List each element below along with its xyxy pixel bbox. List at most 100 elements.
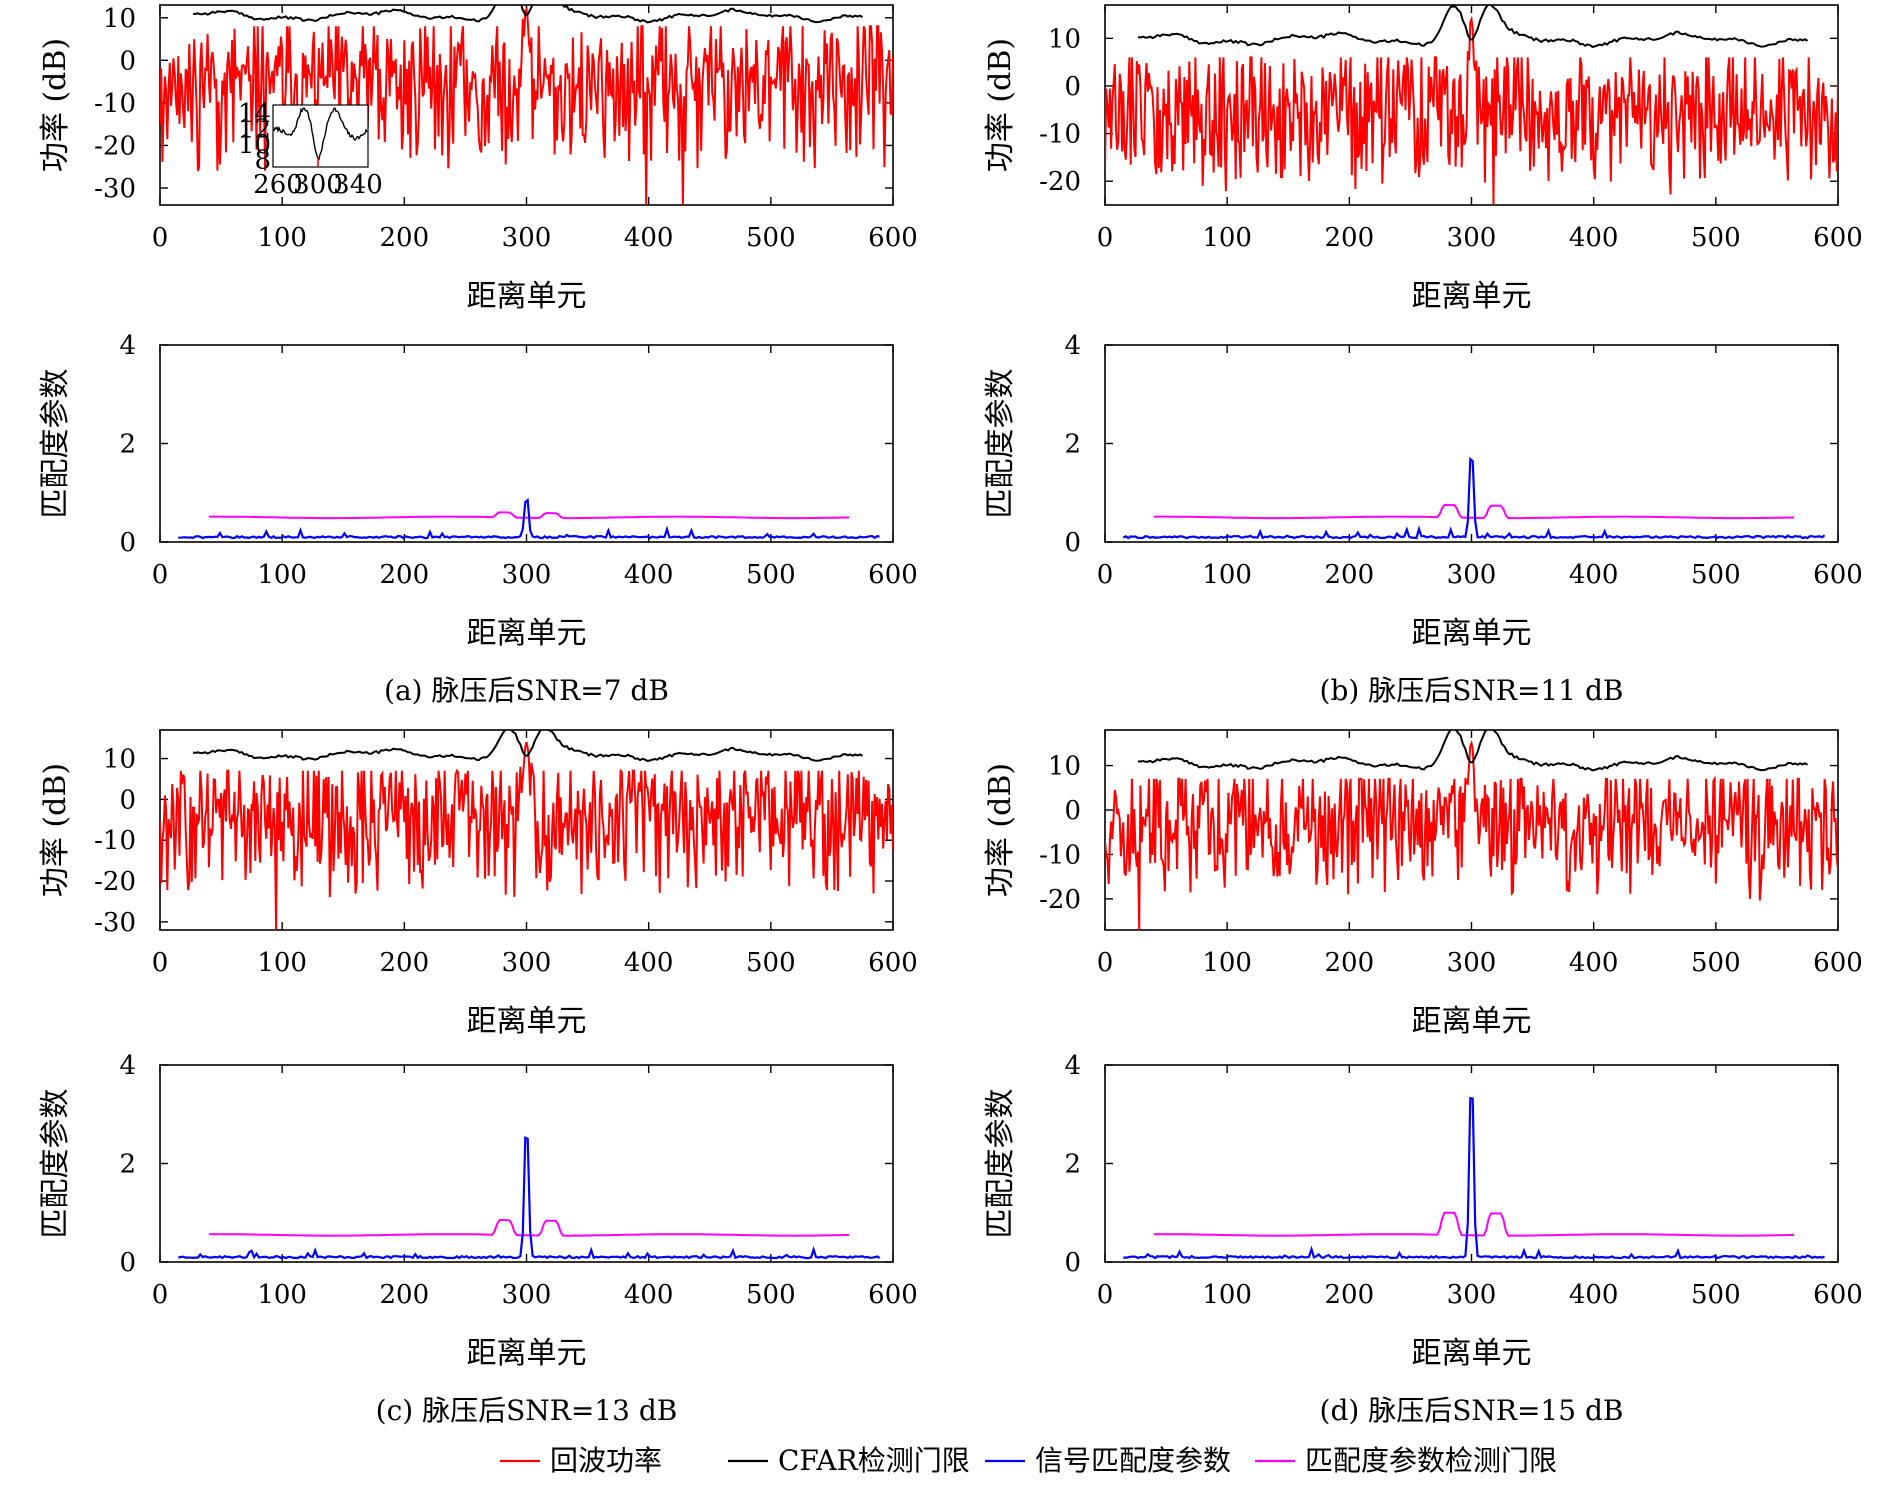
y-tick-label: 4 (119, 1051, 136, 1081)
subfigure-caption: (c) 脉压后SNR=13 dB (376, 1394, 678, 1427)
x-axis-label: 距离单元 (467, 616, 587, 651)
y-tick-label: -30 (94, 908, 136, 938)
x-tick-label: 100 (257, 1280, 307, 1310)
power-subplot-a: 0 100 200 300 400 500 600 -30 -20 -10 0 10 距离单元 功率 (d… (38, 4, 918, 314)
x-axis-label: 距离单元 (1412, 279, 1532, 314)
x-tick-label: 100 (1202, 1280, 1252, 1310)
x-tick-label: 300 (502, 1280, 552, 1310)
x-tick-label: 400 (624, 948, 674, 978)
plot-frame (1104, 1064, 1839, 1263)
x-tick-label: 600 (1813, 948, 1863, 978)
echo-power-line (160, 741, 893, 930)
x-tick-label: 400 (1569, 560, 1619, 590)
x-axis-label: 距离单元 (467, 1004, 587, 1039)
x-tick-label: 600 (868, 223, 918, 253)
x-tick-label: 0 (152, 223, 169, 253)
x-tick-label: 100 (1202, 948, 1252, 978)
x-axis-label: 距离单元 (1412, 616, 1532, 651)
y-tick-label: 0 (119, 46, 136, 76)
y-axis-label: 匹配度参数 (38, 1089, 73, 1239)
x-tick-label: 500 (746, 560, 796, 590)
y-tick-label: 10 (103, 745, 136, 775)
y-tick-label: 0 (1064, 528, 1081, 558)
power-subplot-d: 0 100 200 300 400 500 600 -20 -10 0 10 距离单元 功率 (dB) (983, 729, 1863, 1039)
x-tick-label: 500 (1691, 560, 1741, 590)
inset-frame (272, 104, 369, 168)
y-tick-label: -20 (1039, 167, 1081, 197)
x-tick-label: 0 (152, 1280, 169, 1310)
y-tick-label: 0 (119, 1248, 136, 1278)
y-tick-label: -20 (94, 131, 136, 161)
match-subplot-c: 0 100 200 300 400 500 600 0 2 4 距离单元 匹配度参数 (38, 1051, 918, 1371)
x-tick-label: 200 (1325, 223, 1375, 253)
y-axis-label: 功率 (dB) (983, 38, 1018, 172)
x-tick-label: 0 (1097, 948, 1114, 978)
echo-power-line (160, 7, 893, 205)
x-tick-label: 500 (1691, 948, 1741, 978)
x-tick-label: 600 (1813, 223, 1863, 253)
x-tick-label: 500 (746, 1280, 796, 1310)
x-axis-label: 距离单元 (1412, 1004, 1532, 1039)
y-axis-label: 匹配度参数 (38, 369, 73, 519)
cfar-threshold-line (1137, 730, 1809, 772)
legend: 回波功率 CFAR检测门限 信号匹配度参数 匹配度参数检测门限 (500, 1444, 1557, 1477)
x-tick-label: 0 (1097, 223, 1114, 253)
y-tick-label: -10 (94, 89, 136, 119)
x-tick-label: 300 (502, 560, 552, 590)
echo-power-line (1105, 740, 1838, 930)
signal-match-line (178, 497, 880, 540)
x-tick-label: 300 (1447, 1280, 1497, 1310)
y-tick-label: 4 (1064, 1051, 1081, 1081)
signal-match-line (1122, 456, 1826, 540)
x-tick-label: 0 (152, 948, 169, 978)
y-tick-label: 10 (1048, 24, 1081, 54)
y-axis-label: 功率 (dB) (983, 763, 1018, 897)
x-tick-label: 400 (1569, 948, 1619, 978)
x-tick-label: 400 (624, 560, 674, 590)
x-axis-label: 距离单元 (467, 279, 587, 314)
y-tick-label: 4 (1064, 331, 1081, 361)
plot-frame (1104, 344, 1839, 543)
inset-y-tick-label: 12 (238, 114, 271, 144)
plot-frame (159, 344, 894, 543)
match-threshold-line (1153, 1211, 1795, 1237)
x-tick-label: 400 (624, 1280, 674, 1310)
x-tick-label: 600 (868, 1280, 918, 1310)
y-tick-label: 2 (1064, 1150, 1081, 1180)
inset-x-tick-label: 260 (253, 170, 303, 200)
legend-label: 信号匹配度参数 (1035, 1444, 1231, 1477)
x-tick-label: 500 (1691, 1280, 1741, 1310)
y-tick-label: 4 (119, 331, 136, 361)
x-tick-label: 200 (380, 948, 430, 978)
x-tick-label: 400 (1569, 1280, 1619, 1310)
x-tick-label: 100 (257, 223, 307, 253)
y-tick-label: -10 (1039, 840, 1081, 870)
x-tick-label: 200 (380, 223, 430, 253)
x-tick-label: 200 (1325, 1280, 1375, 1310)
legend-label: 回波功率 (550, 1444, 662, 1477)
y-axis-label: 功率 (dB) (38, 763, 73, 897)
x-tick-label: 200 (1325, 948, 1375, 978)
x-tick-label: 500 (1691, 223, 1741, 253)
inset-y-tick-label: 10 (238, 130, 271, 160)
match-threshold-line (208, 1218, 850, 1237)
signal-match-line (178, 1136, 881, 1260)
y-tick-label: -10 (94, 826, 136, 856)
x-tick-label: 100 (1202, 223, 1252, 253)
y-tick-label: -10 (1039, 120, 1081, 150)
x-axis-label: 距离单元 (1412, 1336, 1532, 1371)
x-tick-label: 500 (746, 948, 796, 978)
x-tick-label: 100 (257, 560, 307, 590)
x-tick-label: 200 (1325, 560, 1375, 590)
x-tick-label: 600 (1813, 1280, 1863, 1310)
x-tick-label: 500 (746, 223, 796, 253)
x-tick-label: 400 (624, 223, 674, 253)
x-axis-label: 距离单元 (467, 1336, 587, 1371)
cfar-threshold-line (1137, 5, 1809, 48)
legend-label: CFAR检测门限 (778, 1444, 970, 1477)
x-tick-label: 600 (868, 948, 918, 978)
x-tick-label: 0 (1097, 560, 1114, 590)
x-tick-label: 600 (868, 560, 918, 590)
